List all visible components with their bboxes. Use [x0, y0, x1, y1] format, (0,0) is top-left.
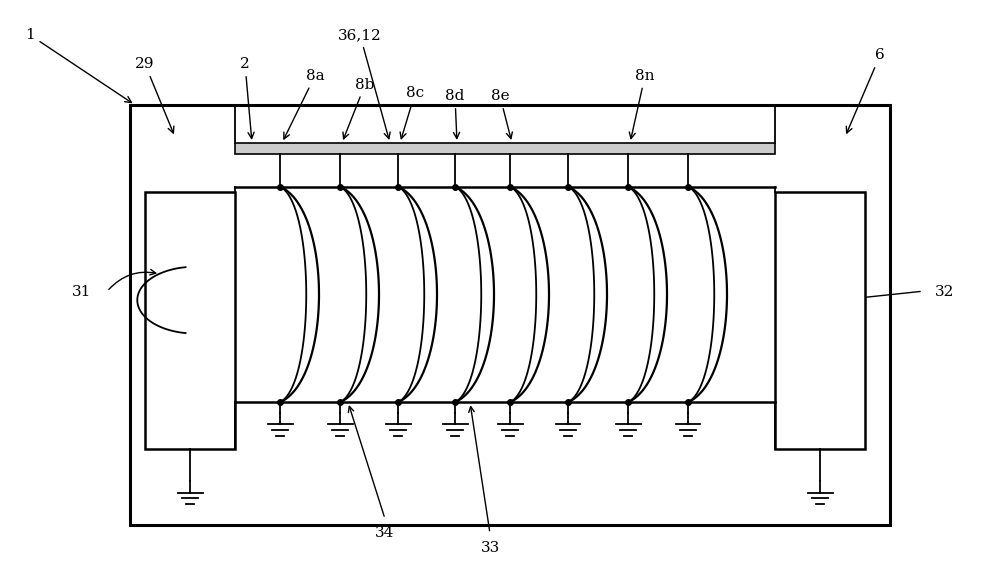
Text: 8e: 8e: [491, 89, 512, 139]
Bar: [775, 192, 865, 449]
Text: 33: 33: [480, 541, 500, 555]
Bar: [235, 143, 775, 154]
Text: 1: 1: [25, 28, 131, 103]
Text: 8b: 8b: [343, 78, 375, 139]
Text: 2: 2: [240, 57, 254, 139]
Text: 34: 34: [375, 526, 395, 540]
Text: 36,12: 36,12: [338, 28, 390, 139]
Text: 31: 31: [72, 285, 92, 298]
Bar: [145, 192, 235, 449]
Text: 6: 6: [846, 48, 885, 133]
Text: 8n: 8n: [629, 69, 655, 139]
Text: 8a: 8a: [284, 69, 324, 139]
Text: 8d: 8d: [445, 89, 465, 139]
Text: 29: 29: [135, 57, 174, 133]
Text: 8c: 8c: [400, 86, 424, 139]
Bar: [130, 105, 890, 525]
Text: 32: 32: [935, 285, 955, 298]
